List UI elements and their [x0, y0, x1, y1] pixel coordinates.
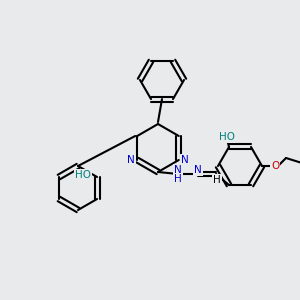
Text: N: N — [127, 155, 135, 165]
Text: H: H — [174, 174, 182, 184]
Text: O: O — [271, 161, 279, 171]
Text: HO: HO — [75, 170, 91, 180]
Text: H: H — [213, 175, 221, 185]
Text: N: N — [181, 155, 189, 165]
Text: HO: HO — [219, 132, 235, 142]
Text: N: N — [194, 165, 202, 175]
Text: N: N — [174, 165, 182, 175]
